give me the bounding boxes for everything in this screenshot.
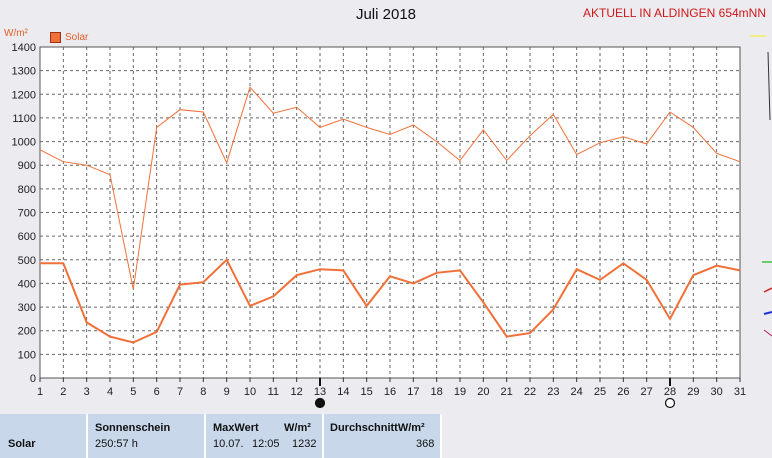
new-moon-icon bbox=[314, 397, 326, 409]
maxwert-time: 12:05 bbox=[252, 438, 280, 450]
side-scale-strip bbox=[744, 30, 772, 370]
panel-row-label-cell: Solar bbox=[0, 414, 88, 458]
y-tick-label: 1400 bbox=[12, 42, 36, 54]
y-tick-label: 100 bbox=[18, 349, 36, 361]
y-tick-label: 600 bbox=[18, 231, 36, 243]
y-tick-label: 1000 bbox=[12, 137, 36, 149]
x-tick-label: 15 bbox=[361, 386, 373, 398]
x-tick-label: 27 bbox=[641, 386, 653, 398]
x-tick-label: 1 bbox=[37, 386, 43, 398]
side-mark-magenta bbox=[763, 329, 772, 337]
sonnenschein-cell: Sonnenschein 250:57 h bbox=[88, 414, 206, 458]
x-tick-label: 5 bbox=[130, 386, 136, 398]
x-tick-label: 16 bbox=[384, 386, 396, 398]
side-mark-line bbox=[767, 51, 771, 121]
x-tick-labels: 1 2 3 4 5 6 7 8 9 10 11 12 13 14 15 16 17 18 19 20 21 22 23 24 2… bbox=[37, 386, 746, 398]
x-tick-label: 14 bbox=[337, 386, 349, 398]
y-tick-label: 800 bbox=[18, 184, 36, 196]
maxwert-cell: MaxWert W/m² 10.07. 12:05 1232 bbox=[206, 414, 324, 458]
durchschnitt-cell: DurchschnittW/m² 368 bbox=[324, 414, 442, 458]
sonnenschein-header: Sonnenschein bbox=[95, 422, 171, 434]
x-tick-label: 4 bbox=[107, 386, 113, 398]
sonnenschein-value: 250:57 h bbox=[95, 438, 138, 450]
x-tick-label: 29 bbox=[687, 386, 699, 398]
y-tick-label: 400 bbox=[18, 278, 36, 290]
y-tick-labels: 0 100 200 300 400 500 600 700 800 900 1000 1100 1200… bbox=[12, 42, 36, 385]
x-tick-label: 6 bbox=[154, 386, 160, 398]
y-tick-label: 0 bbox=[30, 373, 36, 385]
durchschnitt-header: DurchschnittW/m² bbox=[330, 422, 425, 434]
y-tick-label: 1100 bbox=[12, 113, 36, 125]
legend-label-solar: Solar bbox=[65, 32, 89, 43]
chart-title: Juli 2018 bbox=[355, 6, 417, 23]
y-tick-label: 1200 bbox=[12, 89, 36, 101]
x-tick-label: 26 bbox=[617, 386, 629, 398]
y-unit-label: W/m² bbox=[4, 28, 28, 39]
x-tick-label: 25 bbox=[594, 386, 606, 398]
x-tick-label: 24 bbox=[571, 386, 583, 398]
x-tick-label: 8 bbox=[200, 386, 206, 398]
x-tick-label: 9 bbox=[224, 386, 230, 398]
x-tick-label: 10 bbox=[244, 386, 256, 398]
grid bbox=[39, 46, 741, 382]
side-mark-red bbox=[763, 287, 772, 293]
series-line-average bbox=[40, 258, 741, 344]
x-tick-label: 31 bbox=[734, 386, 746, 398]
y-tick-label: 300 bbox=[18, 302, 36, 314]
x-tick-label: 11 bbox=[268, 386, 279, 398]
x-tick-label: 21 bbox=[501, 386, 513, 398]
x-tick-label: 22 bbox=[524, 386, 536, 398]
y-tick-label: 700 bbox=[18, 208, 36, 220]
y-tick-label: 1300 bbox=[12, 66, 36, 78]
maxwert-unit: W/m² bbox=[284, 422, 311, 434]
y-tick-label: 500 bbox=[18, 255, 36, 267]
x-tick-label: 17 bbox=[407, 386, 419, 398]
full-moon-icon bbox=[664, 397, 676, 409]
x-tick-label: 2 bbox=[60, 386, 66, 398]
x-tick-label: 13 bbox=[314, 386, 326, 398]
y-tick-label: 900 bbox=[18, 160, 36, 172]
series-group bbox=[39, 86, 741, 344]
x-tick-label: 20 bbox=[477, 386, 489, 398]
y-tick-label: 200 bbox=[18, 326, 36, 338]
side-strip-svg bbox=[750, 35, 772, 337]
series-line-max bbox=[39, 86, 741, 290]
legend-swatch bbox=[50, 32, 61, 43]
maxwert-date: 10.07. bbox=[213, 438, 244, 450]
station-label: AKTUELL IN ALDINGEN 654mNN bbox=[583, 6, 766, 20]
chart-svg: 0 100 200 300 400 500 600 700 800 900 1000 1100 1200… bbox=[12, 42, 746, 409]
x-tick-label: 18 bbox=[431, 386, 443, 398]
x-tick-label: 30 bbox=[711, 386, 723, 398]
maxwert-value: 1232 bbox=[292, 438, 317, 450]
legend: Solar bbox=[50, 32, 88, 43]
x-tick-label: 7 bbox=[177, 386, 183, 398]
x-tick-label: 3 bbox=[84, 386, 90, 398]
moon-markers bbox=[314, 378, 676, 409]
panel-row-label: Solar bbox=[8, 438, 36, 450]
x-tick-label: 12 bbox=[291, 386, 303, 398]
x-tick-label: 28 bbox=[664, 386, 676, 398]
x-tick-label: 23 bbox=[547, 386, 559, 398]
maxwert-header: MaxWert bbox=[213, 422, 259, 434]
x-tick-label: 19 bbox=[454, 386, 466, 398]
side-mark-blue bbox=[763, 311, 772, 315]
durchschnitt-value: 368 bbox=[416, 438, 435, 450]
